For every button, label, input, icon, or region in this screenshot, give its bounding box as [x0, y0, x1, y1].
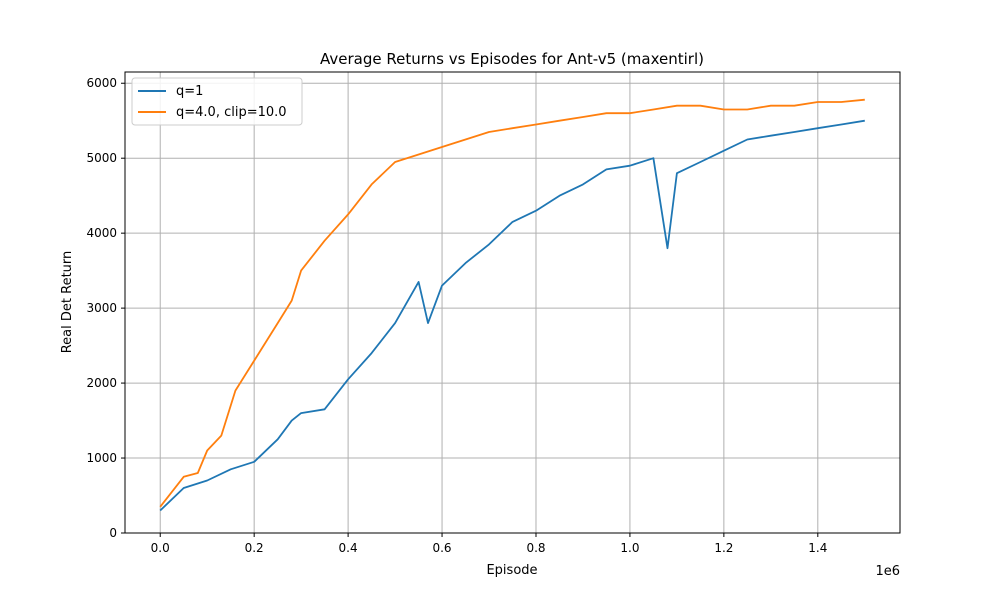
- x-tick-label: 1.2: [714, 541, 733, 555]
- y-tick-label: 5000: [86, 151, 117, 165]
- x-tick-label: 0.8: [526, 541, 545, 555]
- legend-entry: q=4.0, clip=10.0: [176, 105, 287, 120]
- series-line-2: [159, 98, 865, 508]
- x-tick-label: 1.4: [808, 541, 827, 555]
- legend-box: [131, 77, 303, 126]
- x-tick-label: 0.4: [339, 541, 358, 555]
- series-line-1: [159, 119, 865, 512]
- series-layer: [159, 98, 865, 512]
- y-tick-label: 6000: [86, 76, 117, 90]
- y-tick-label: 4000: [86, 226, 117, 240]
- y-tick-label: 3000: [86, 301, 117, 315]
- chart-title: Average Returns vs Episodes for Ant-v5 (…: [320, 50, 704, 68]
- x-tick-label: 0.2: [245, 541, 264, 555]
- x-tick-label: 0.6: [432, 541, 451, 555]
- x-axis-offset-label: 1e6: [875, 564, 900, 579]
- y-tick-label: 2000: [86, 376, 117, 390]
- axes-frame: [124, 71, 901, 534]
- legend: q=1 q=4.0, clip=10.0: [131, 77, 303, 126]
- legend-entry: q=1: [176, 84, 203, 99]
- y-tick-label: 0: [109, 526, 117, 540]
- y-tick-label: 1000: [86, 451, 117, 465]
- x-axis-label: Episode: [486, 563, 537, 578]
- x-tick-label: 1.0: [620, 541, 639, 555]
- x-tick-label: 0.0: [151, 541, 170, 555]
- axis-ticks: 0.0 0.2 0.4 0.6 0.8 1.0 1.2 1.4 0 1000 2000 3000 400…: [86, 76, 827, 555]
- y-axis-label: Real Det Return: [60, 251, 75, 354]
